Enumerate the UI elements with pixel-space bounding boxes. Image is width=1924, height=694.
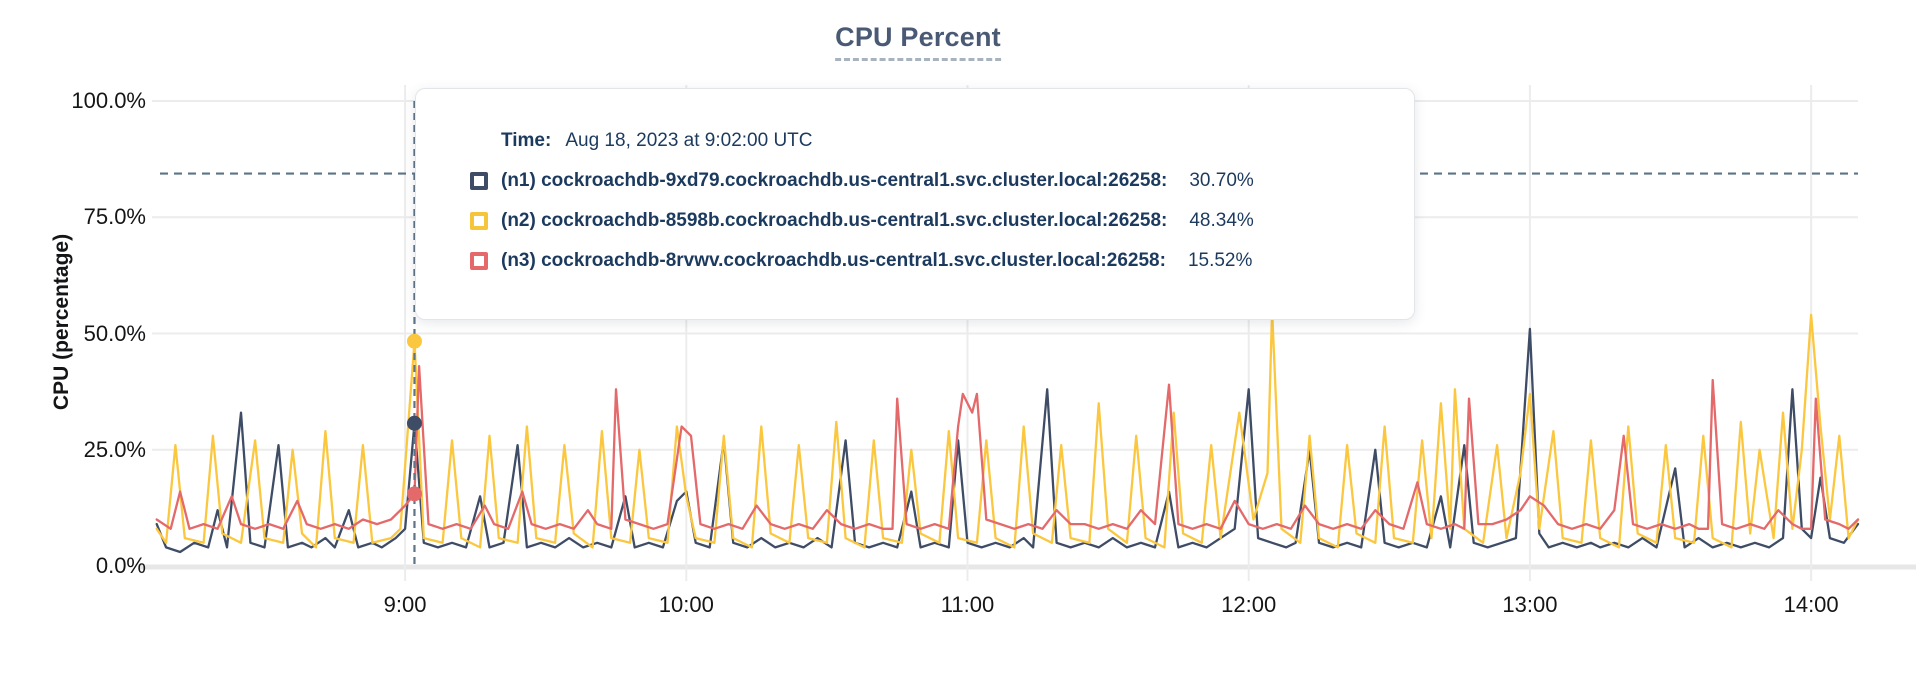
series-value-n3: 15.52% xyxy=(1187,250,1253,271)
x-tick-label-11:00: 11:00 xyxy=(940,592,995,617)
y-tick-label-100.0%: 100.0% xyxy=(71,88,146,113)
x-tick-label-13:00: 13:00 xyxy=(1502,592,1558,617)
series-swatch-icon-n1 xyxy=(470,172,488,190)
y-tick-label-50.0%: 50.0% xyxy=(83,320,146,346)
series-line-n1 xyxy=(155,327,1860,554)
x-tick-label-10:00: 10:00 xyxy=(658,592,714,617)
series-line-n3 xyxy=(155,364,1860,530)
x-tick-label-9:00: 9:00 xyxy=(383,592,427,617)
hover-tooltip: Time: Aug 18, 2023 at 9:02:00 UTC (n1) co… xyxy=(415,88,1415,320)
y-tick-label-25.0%: 25.0% xyxy=(83,436,146,462)
series-label-n3: (n3) cockroachdb-8rvwv.cockroachdb.us-ce… xyxy=(501,250,1166,271)
chart-title-text: CPU Percent xyxy=(835,22,1001,52)
tooltip-time-row: Time: Aug 18, 2023 at 9:02:00 UTC xyxy=(501,129,1384,153)
series-label-n2: (n2) cockroachdb-8598b.cockroachdb.us-ce… xyxy=(501,210,1168,231)
tooltip-series-row-n2: (n2) cockroachdb-8598b.cockroachdb.us-ce… xyxy=(470,209,1384,233)
hover-marker-n3 xyxy=(406,486,422,502)
y-tick-label-0.0%: 0.0% xyxy=(95,553,146,578)
hover-marker-n1 xyxy=(406,415,422,431)
series-swatch-icon-n2 xyxy=(470,212,488,230)
tooltip-series-row-n3: (n3) cockroachdb-8rvwv.cockroachdb.us-ce… xyxy=(470,249,1384,273)
series-value-n2: 48.34% xyxy=(1189,210,1254,231)
tooltip-time-value: Aug 18, 2023 at 9:02:00 UTC xyxy=(565,130,813,151)
series-swatch-icon-n3 xyxy=(470,252,488,270)
chart-title: CPU Percent xyxy=(835,22,1001,61)
tooltip-time-label: Time: xyxy=(501,130,552,151)
hover-marker-n2 xyxy=(406,333,422,349)
x-tick-label-14:00: 14:00 xyxy=(1783,592,1839,617)
series-line-n2 xyxy=(155,309,1860,549)
y-tick-label-75.0%: 75.0% xyxy=(83,204,146,230)
series-value-n1: 30.70% xyxy=(1189,170,1254,191)
chart-title-dashed-underline xyxy=(835,58,1001,61)
series-label-n1: (n1) cockroachdb-9xd79.cockroachdb.us-ce… xyxy=(501,170,1168,191)
tooltip-series-row-n1: (n1) cockroachdb-9xd79.cockroachdb.us-ce… xyxy=(470,169,1384,193)
tooltip-series-rows: (n1) cockroachdb-9xd79.cockroachdb.us-ce… xyxy=(470,169,1384,273)
x-tick-label-12:00: 12:00 xyxy=(1221,592,1277,617)
